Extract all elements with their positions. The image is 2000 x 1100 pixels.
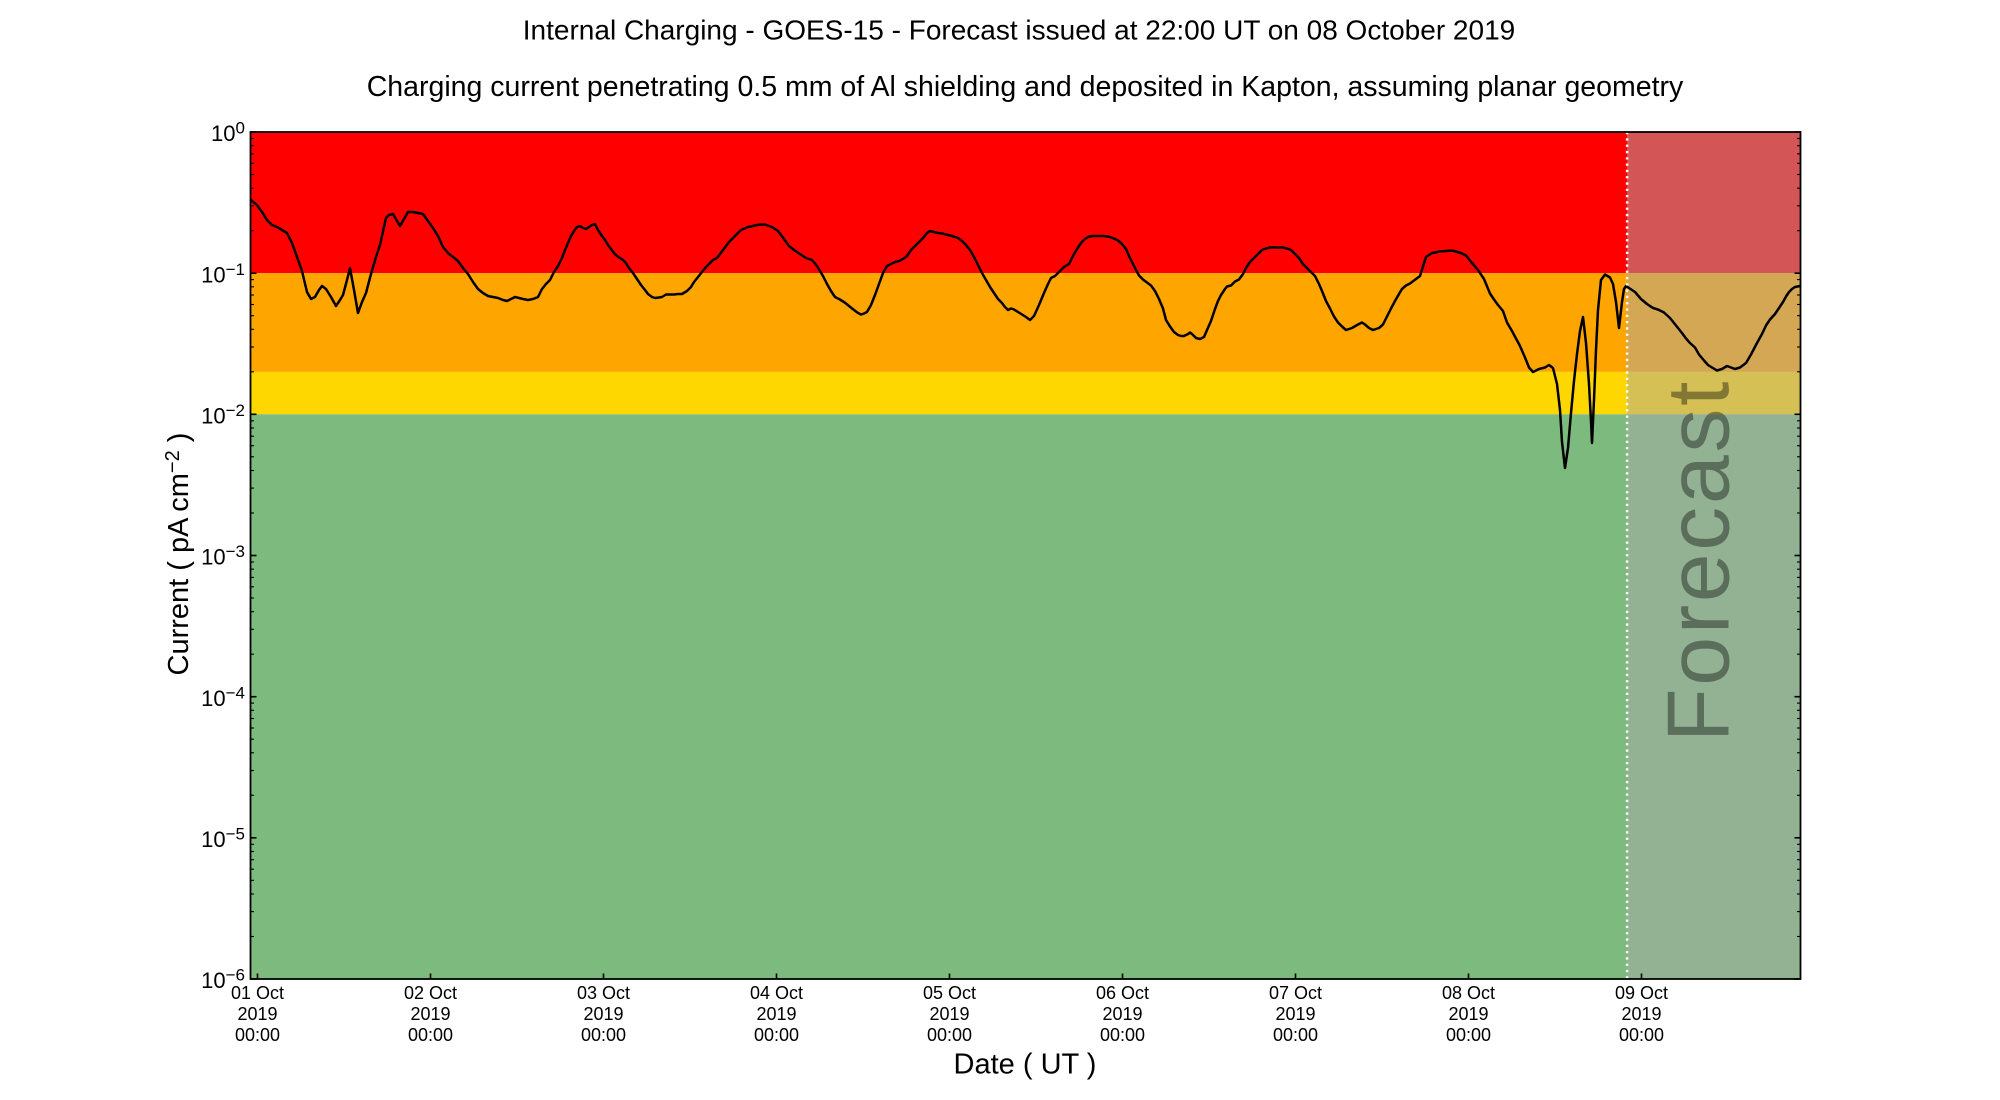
svg-text:Date ( UT ): Date ( UT ) (954, 1049, 1097, 1081)
svg-text:10−5: 10−5 (201, 825, 245, 853)
svg-text:Internal Charging - GOES-15 -: Internal Charging - GOES-15 - Forecast i… (523, 15, 1515, 46)
svg-text:Charging current penetrating 0: Charging current penetrating 0.5 mm of A… (367, 71, 1684, 103)
svg-text:Forecast: Forecast (1649, 379, 1748, 742)
